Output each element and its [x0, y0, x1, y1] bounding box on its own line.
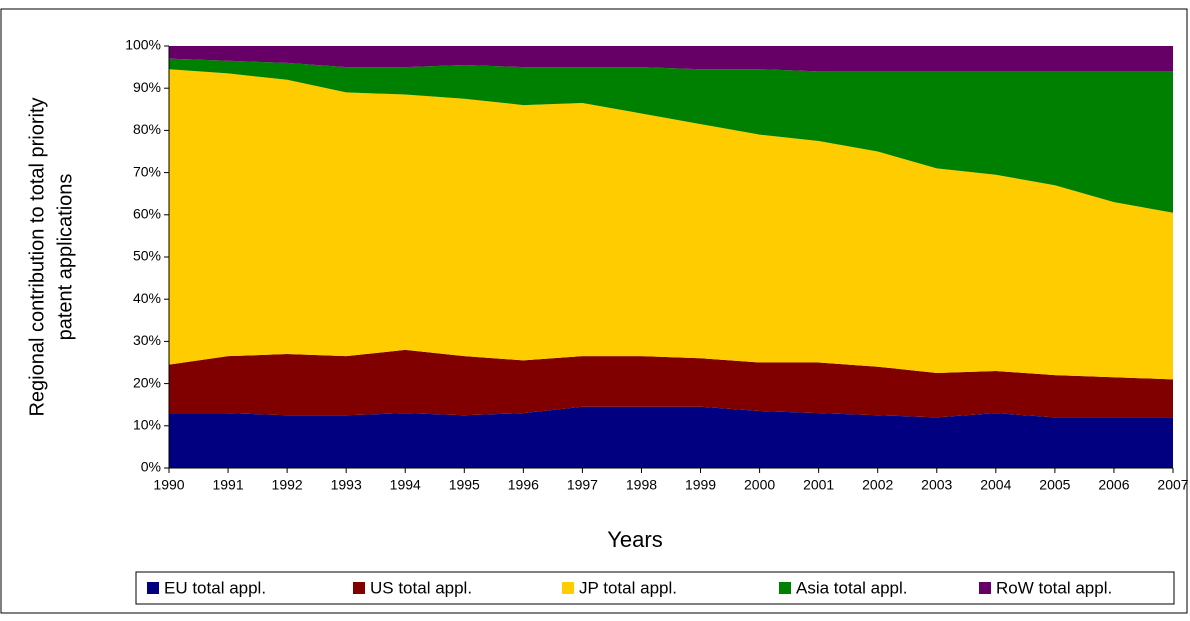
x-tick-label: 2007: [1157, 477, 1188, 493]
y-tick-label: 30%: [133, 332, 161, 348]
x-tick-label: 1993: [331, 477, 362, 493]
x-tick-label: 1996: [508, 477, 539, 493]
y-axis-label: patent applications: [54, 174, 76, 341]
x-tick-label: 1990: [153, 477, 184, 493]
legend-swatch: [779, 582, 791, 594]
x-tick-label: 1998: [626, 477, 657, 493]
area: [169, 69, 1173, 380]
legend-label: Asia total appl.: [796, 578, 908, 597]
x-tick-label: 2000: [744, 477, 775, 493]
legend-label: EU total appl.: [164, 578, 266, 597]
x-tick-label: 2006: [1098, 477, 1129, 493]
x-tick-label: 1999: [685, 477, 716, 493]
legend-swatch: [562, 582, 574, 594]
area: [169, 406, 1173, 468]
frame: [0, 8, 1188, 614]
legend-label: RoW total appl.: [996, 578, 1112, 597]
y-tick-label: 70%: [133, 163, 161, 179]
y-tick-label: 50%: [133, 248, 161, 264]
area: [169, 349, 1173, 418]
x-tick-label: 1991: [212, 477, 243, 493]
x-tick-label: 1995: [449, 477, 480, 493]
legend-label: JP total appl.: [579, 578, 677, 597]
x-tick-label: 1992: [272, 477, 303, 493]
x-tick-label: 2005: [1039, 477, 1070, 493]
legend-swatch: [353, 582, 365, 594]
y-tick-label: 40%: [133, 290, 161, 306]
y-tick-label: 90%: [133, 79, 161, 95]
area: [169, 58, 1173, 213]
area: [169, 46, 1173, 72]
x-tick-label: 2001: [803, 477, 834, 493]
legend-label: US total appl.: [370, 578, 472, 597]
y-tick-label: 10%: [133, 417, 161, 433]
x-tick-label: 1994: [390, 477, 421, 493]
x-tick-label: 2004: [980, 477, 1011, 493]
y-tick-label: 80%: [133, 121, 161, 137]
y-tick-label: 100%: [125, 37, 161, 53]
x-tick-label: 1997: [567, 477, 598, 493]
legend-swatch: [147, 582, 159, 594]
legend: [135, 571, 1175, 605]
legend-swatch: [979, 582, 991, 594]
y-tick-label: 20%: [133, 374, 161, 390]
x-tick-label: 2003: [921, 477, 952, 493]
y-axis-label: Regional contribution to total priority: [26, 97, 48, 416]
y-tick-label: 60%: [133, 206, 161, 222]
x-tick-label: 2002: [862, 477, 893, 493]
x-axis-label: Years: [607, 527, 662, 552]
y-tick-label: 0%: [141, 459, 161, 475]
